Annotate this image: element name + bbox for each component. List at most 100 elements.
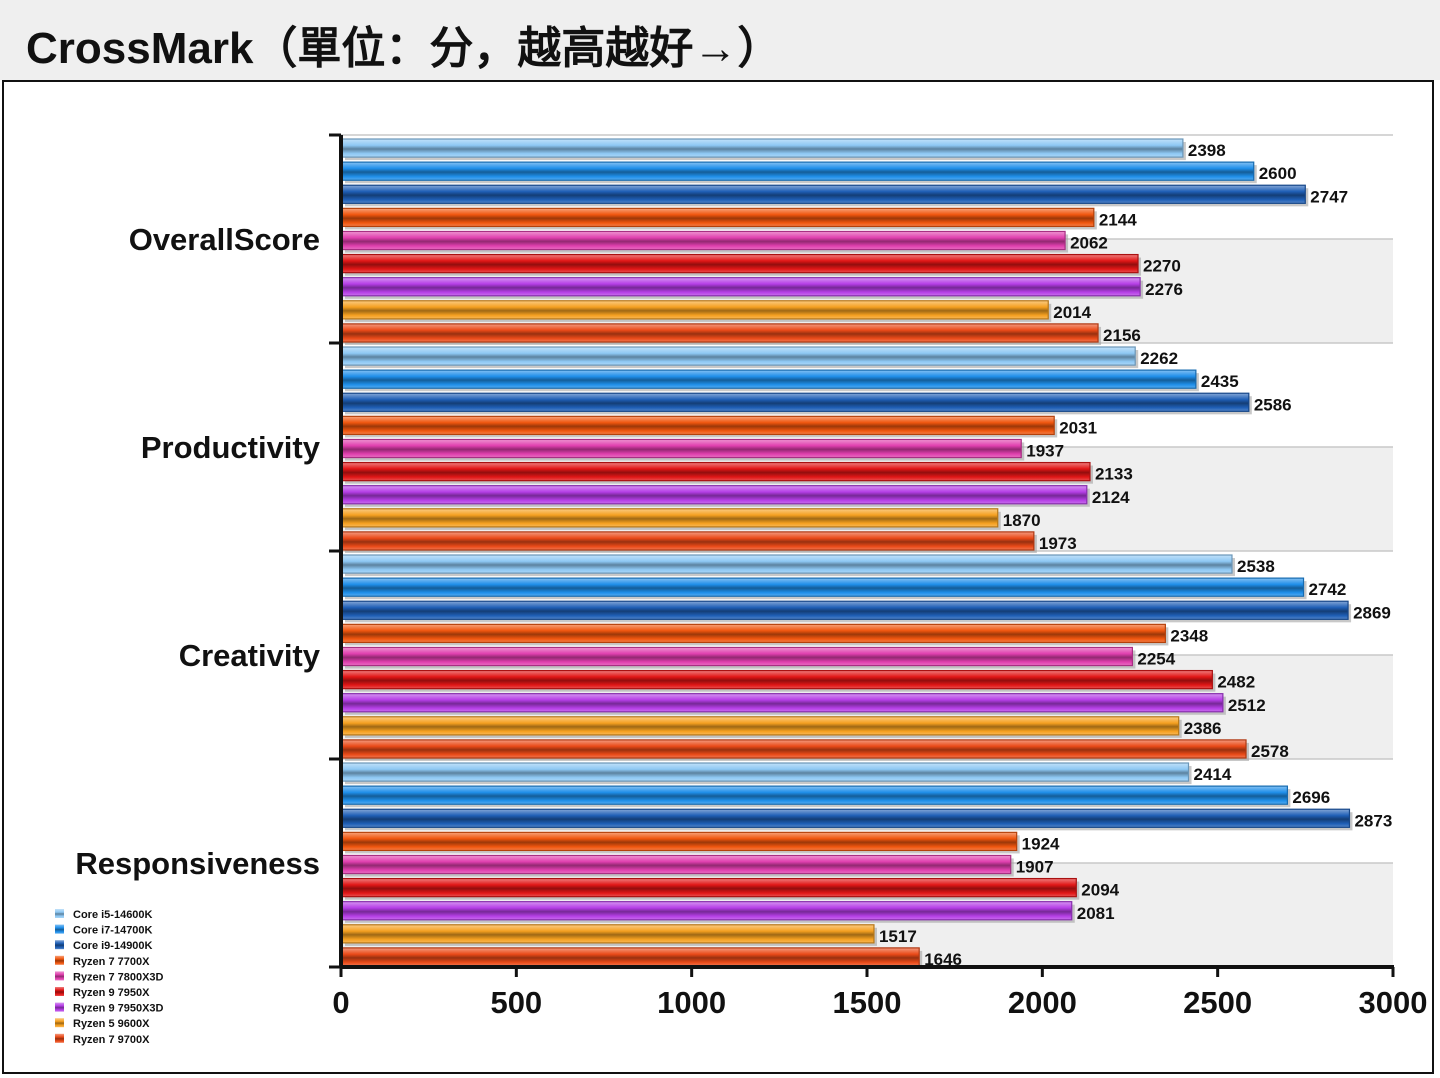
value-label: 2586 [1254,395,1292,414]
bar [341,646,1134,667]
bar [341,600,1349,620]
title-bar: CrossMark（單位：分，越高越好→） [0,0,1440,80]
bar [341,854,1012,875]
value-label: 2747 [1310,187,1348,206]
bar [341,531,1035,551]
bar [341,230,1066,251]
value-label: 2133 [1095,465,1133,484]
value-label: 2435 [1201,372,1239,391]
bar [341,138,1184,158]
value-label: 2014 [1053,303,1091,322]
x-tick-label: 1500 [833,985,902,1020]
legend-label: Core i5-14600K [73,909,153,921]
bar [341,392,1250,412]
legend-swatch [55,955,64,965]
value-label: 2398 [1188,141,1226,160]
value-label: 2062 [1070,234,1108,253]
category-label: Creativity [179,638,321,673]
bar [341,831,1018,852]
bar [341,901,1073,921]
bar [341,369,1197,389]
legend-swatch [55,971,64,981]
bar [341,577,1305,597]
legend-label: Ryzen 7 7700X [73,956,150,968]
x-tick-label: 2500 [1183,985,1252,1020]
bar [341,762,1190,782]
value-label: 1870 [1003,511,1041,530]
bar [341,161,1255,181]
category-label: Responsiveness [75,846,320,881]
bar [341,346,1136,366]
x-tick-label: 1000 [657,985,726,1020]
x-tick-label: 3000 [1359,985,1428,1020]
bar [341,207,1095,228]
value-label: 2512 [1228,696,1266,715]
value-label: 2276 [1145,280,1183,299]
bar [341,924,875,944]
bar [341,461,1091,482]
legend-swatch [55,909,64,918]
legend-swatch [55,987,64,996]
bar [341,716,1180,736]
value-label: 2696 [1292,788,1330,807]
value-label: 2873 [1354,811,1392,830]
bar [341,508,999,528]
legend-label: Ryzen 7 7800X3D [73,971,164,983]
legend-label: Ryzen 7 9700X [73,1034,150,1046]
bar [341,253,1139,274]
value-label: 2254 [1137,650,1175,669]
x-tick-label: 500 [490,985,542,1020]
legend-label: Core i7-14700K [73,925,153,937]
bar [341,415,1055,436]
value-label: 1924 [1022,834,1060,853]
legend-label: Ryzen 9 7950X3D [73,1003,164,1015]
value-label: 2156 [1103,326,1141,345]
bar [341,277,1141,297]
value-label: 2538 [1237,557,1275,576]
value-label: 1517 [879,927,917,946]
value-label: 1646 [924,950,962,969]
legend-label: Core i9-14900K [73,940,153,952]
x-tick-label: 2000 [1008,985,1077,1020]
bar [341,554,1233,574]
bar [341,438,1022,459]
bar [341,947,920,967]
bar [341,739,1247,759]
bar [341,669,1213,690]
bar [341,623,1166,644]
bar [341,877,1077,898]
x-tick-label: 0 [332,985,349,1020]
value-label: 2081 [1077,904,1115,923]
legend-label: Ryzen 5 9600X [73,1018,150,1030]
value-label: 1937 [1026,442,1064,461]
value-label: 2031 [1059,418,1097,437]
legend-swatch [55,1002,64,1012]
legend-swatch [55,1018,64,1028]
value-label: 2578 [1251,742,1289,761]
value-label: 1907 [1016,858,1054,877]
value-label: 2482 [1217,673,1255,692]
value-label: 1973 [1039,534,1077,553]
value-label: 2386 [1184,719,1222,738]
bar [341,808,1351,828]
legend-swatch [55,924,64,934]
value-label: 2262 [1140,349,1178,368]
value-label: 2742 [1309,580,1347,599]
bar [341,693,1224,713]
category-label: Productivity [141,430,321,465]
value-label: 2124 [1092,488,1130,507]
value-label: 2348 [1170,626,1208,645]
bar [341,323,1099,343]
legend-label: Ryzen 9 7950X [73,987,150,999]
legend-swatch [55,940,64,950]
category-label: OverallScore [129,222,320,257]
bar [341,300,1049,320]
value-label: 2869 [1353,603,1391,622]
value-label: 2094 [1081,881,1119,900]
bar [341,485,1088,505]
bar [341,184,1306,204]
legend-swatch [55,1033,64,1043]
bar [341,785,1288,805]
value-label: 2144 [1099,210,1137,229]
